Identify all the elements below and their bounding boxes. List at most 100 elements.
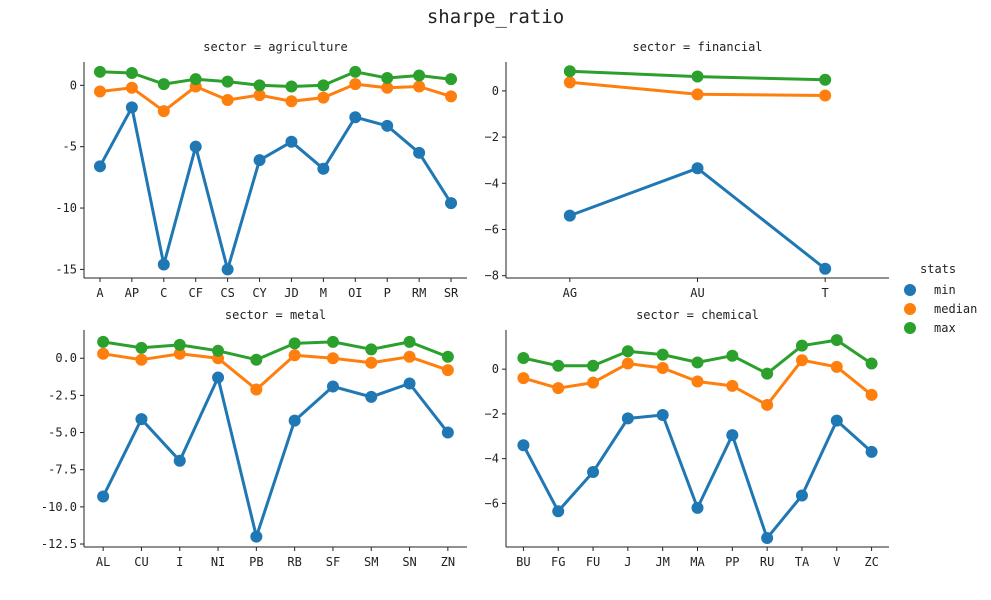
y-tick-label: -5 [63,140,77,154]
x-tick-label: FG [551,555,565,569]
data-point-max [381,71,394,84]
data-point-median [795,354,808,367]
series-line-median [99,82,452,113]
y-tick-label: 0 [70,78,77,92]
x-tick-label: RM [412,286,426,300]
facet-metal: sector = metal 0.0 -2.5 -5.0 -7.5 -10.0 -12.5 A… [41,308,467,569]
x-tick-label: AP [125,286,139,300]
data-point-max [326,335,339,348]
x-tick-label: OI [348,286,362,300]
data-point-max [173,338,186,351]
data-point-min [726,429,739,442]
data-point-max [288,337,301,350]
data-point-max [691,356,704,369]
x-tick-label: SN [402,555,416,569]
data-point-median [253,89,266,102]
data-point-median [157,105,170,118]
data-point-max [865,357,878,370]
x-tick-label: ZC [864,555,878,569]
data-point-max [403,335,416,348]
data-point-min [795,489,808,502]
data-point-median [349,78,362,91]
data-point-min [349,111,362,124]
data-point-max [691,70,704,83]
y-tick-label: −4 [485,176,499,190]
x-tick-label: RU [760,555,774,569]
legend-item-median: median [904,299,977,318]
data-point-median [317,91,330,104]
x-tick-label: J [624,555,631,569]
data-point-min [253,154,266,167]
data-point-max [413,69,426,82]
facet-title: sector = chemical [636,308,759,322]
legend-label-max: max [934,320,956,335]
data-point-max [795,339,808,352]
data-point-min [403,377,416,390]
data-point-min [135,413,148,426]
data-point-median [830,360,843,373]
data-point-max [253,79,266,92]
data-point-median [552,382,565,395]
data-point-min [441,426,454,439]
data-point-min [413,146,426,159]
series-line-min [101,376,449,539]
legend-marker-min [904,283,916,296]
y-tick-label: 0.0 [55,351,77,365]
facet-financial: sector = financial 0 −2 −4 −6 −8 AG AU T [485,40,889,300]
series-line-max [102,340,449,362]
data-point-median [173,347,186,360]
data-point-max [656,348,669,361]
data-point-min [173,454,186,467]
x-tick-label: C [160,286,167,300]
legend-marker-median [904,302,916,315]
x-tick-label: CY [252,286,267,300]
x-tick-label: SM [364,555,378,569]
x-tick-label: AL [96,555,110,569]
data-point-max [349,65,362,78]
data-point-median [285,95,298,108]
data-point-max [212,344,225,357]
data-point-max [317,79,330,92]
data-point-max [285,80,298,93]
x-tick-label: AU [690,286,704,300]
y-tick-label: 0 [492,84,499,98]
data-point-median [691,88,704,101]
x-tick-label: CS [220,286,234,300]
series-line-min [569,166,827,270]
x-tick-label: CF [188,286,202,300]
data-point-max [250,353,263,366]
data-point-min [97,490,110,503]
series-line-median [102,352,449,391]
data-point-max [97,335,110,348]
legend-item-min: min [904,280,977,299]
x-tick-label: FU [586,555,600,569]
data-point-median [441,364,454,377]
data-point-max [517,351,530,364]
figure-title: sharpe_ratio [426,6,565,28]
data-point-max [819,73,832,86]
data-point-max [552,359,565,372]
y-tick-label: −6 [485,496,499,510]
legend-marker-max [904,321,916,334]
data-point-min [621,412,634,425]
data-point-max [761,367,774,380]
series-line-max [99,70,452,88]
x-tick-label: JD [284,286,298,300]
y-tick-label: 0 [492,362,499,376]
x-tick-label: P [384,286,391,300]
x-tick-label: PB [249,555,263,569]
x-tick-label: RB [287,555,301,569]
x-tick-label: A [96,286,104,300]
data-point-min [819,262,832,275]
data-point-max [189,73,202,86]
data-point-max [125,67,138,80]
legend: stats min median max [904,262,977,337]
x-tick-label: AG [563,286,577,300]
data-point-min [326,380,339,393]
data-point-min [517,439,530,452]
y-tick-label: -10 [55,201,77,215]
y-tick-label: −8 [485,269,499,283]
y-tick-label: −6 [485,222,499,236]
data-point-min [365,390,378,403]
data-point-max [830,334,843,347]
